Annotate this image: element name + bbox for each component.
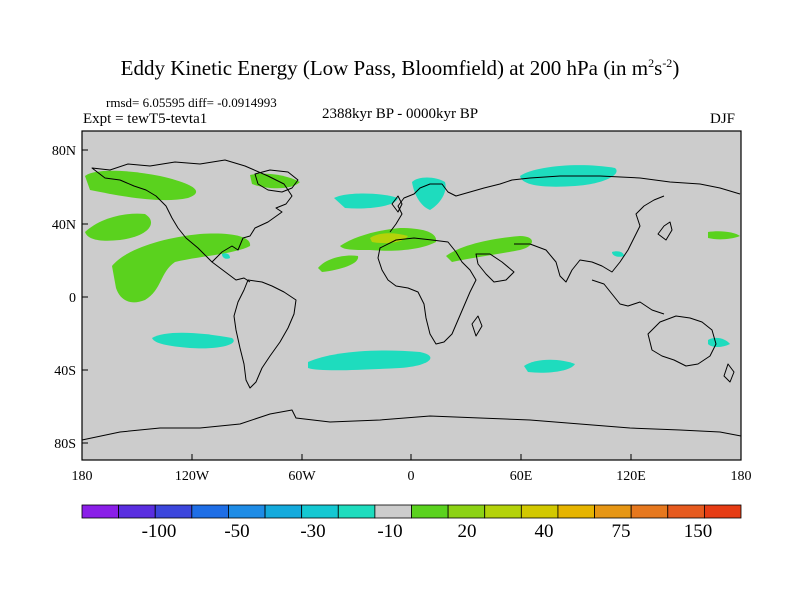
colorbar-box [191, 504, 229, 519]
patch-pos-8 [708, 231, 740, 240]
stats-text: rmsd= 6.05595 diff= -0.0914993 [106, 95, 277, 110]
colorbar-label: 20 [458, 521, 477, 542]
coast-arabia [475, 253, 515, 283]
plot-title: Eddy Kinetic Energy (Low Pass, Bloomfiel… [120, 56, 680, 80]
lat-label: 0 [69, 291, 76, 306]
coast-greenland [254, 169, 299, 193]
coast-central-america [211, 261, 251, 283]
lon-label: 120E [616, 469, 646, 484]
lon-label: 180 [731, 469, 752, 484]
lat-label: 80S [54, 437, 76, 452]
colorbar-box [337, 504, 376, 519]
positive-anomaly-patches [85, 170, 740, 303]
colorbar-box [520, 504, 559, 519]
colorbar-box [484, 504, 522, 519]
negative-anomaly-patches [152, 165, 730, 373]
lon-label: 60E [510, 469, 533, 484]
coast-australia [647, 315, 717, 367]
colorbar-box [447, 504, 486, 519]
lat-label: 40S [54, 364, 76, 379]
coast-south-asia [514, 195, 665, 283]
coast-japan [657, 221, 673, 241]
lon-label: 120W [175, 469, 210, 484]
colorbar-box [557, 504, 595, 519]
axis-ticks [82, 149, 632, 460]
patch-neg-4 [152, 332, 234, 349]
colorbar-box [264, 504, 303, 519]
patch-pos-3 [85, 213, 152, 241]
patch-pos-2 [250, 173, 300, 189]
patch-neg-7 [708, 337, 730, 347]
colorbar-box [301, 504, 339, 519]
colorbar-label: 150 [684, 521, 713, 542]
map-background [82, 131, 741, 460]
colorbar-box [374, 504, 412, 519]
coast-antarctica [81, 409, 742, 441]
coast-north-america [91, 159, 293, 263]
patch-pos-5 [318, 255, 359, 272]
lon-label: 180 [72, 469, 93, 484]
coast-europe [389, 175, 741, 233]
coast-britain [391, 195, 403, 213]
patch-pos-4 [112, 233, 251, 303]
patch-neg-3 [334, 193, 398, 209]
coast-new-zealand [723, 363, 735, 383]
coast-africa [377, 237, 477, 345]
colorbar-box [594, 504, 632, 519]
colorbar-box [703, 504, 742, 519]
patch-neg-5 [308, 350, 431, 371]
colorbar-box [667, 504, 705, 519]
season-label: DJF [710, 111, 736, 127]
colorbar-label: -100 [142, 521, 177, 542]
colorbar-box [118, 504, 156, 519]
coast-madagascar [471, 315, 483, 337]
colorbar-box [411, 504, 449, 519]
colorbar-box [630, 504, 669, 519]
lon-label: 60W [288, 469, 316, 484]
patch-neg-9 [222, 253, 230, 259]
patch-warm-1 [370, 233, 408, 244]
coast-south-america [233, 279, 297, 389]
experiment-label: Expt = tewT5-tevta1 [83, 111, 208, 127]
patch-pos-1 [85, 170, 197, 201]
colorbar-label: -10 [377, 521, 402, 542]
patch-neg-6 [524, 359, 575, 373]
lon-label: 0 [408, 469, 415, 484]
colorbar-label: 75 [612, 521, 631, 542]
warm-anomaly-patches [370, 233, 408, 244]
patch-neg-8 [612, 251, 624, 257]
colorbar-box [81, 504, 120, 519]
patch-neg-2 [412, 177, 446, 210]
colorbar-label: 40 [535, 521, 554, 542]
patch-pos-7 [446, 236, 532, 262]
colorbar-label: -30 [300, 521, 325, 542]
coastlines [81, 159, 742, 441]
period-label: 2388kyr BP - 0000kyr BP [322, 106, 479, 122]
lat-label: 40N [52, 218, 76, 233]
lat-label: 80N [52, 144, 76, 159]
colorbar-box [228, 504, 266, 519]
colorbar-box [154, 504, 193, 519]
colorbar-label: -50 [224, 521, 249, 542]
colorbar [81, 504, 742, 519]
coast-southeast-asia [591, 279, 665, 315]
